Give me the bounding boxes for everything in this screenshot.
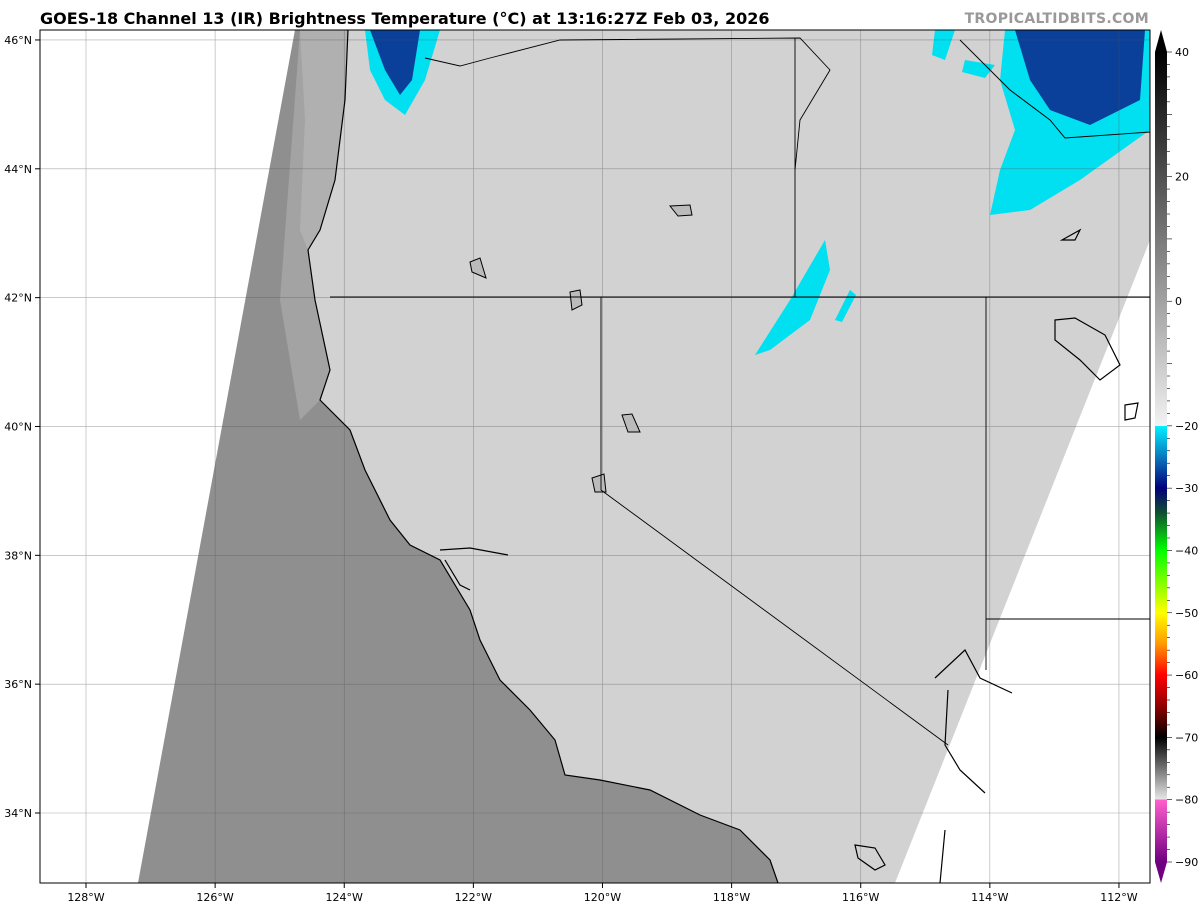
colorbar-tick-label: −60 xyxy=(1175,669,1198,682)
y-tick-label: 38°N xyxy=(4,549,32,562)
x-tick-label: 124°W xyxy=(326,891,363,904)
colorbar-tick-label: 20 xyxy=(1175,171,1189,184)
y-tick-label: 42°N xyxy=(4,292,32,305)
x-tick-label: 120°W xyxy=(584,891,621,904)
y-tick-label: 34°N xyxy=(4,807,32,820)
colorbar-tick-label: −50 xyxy=(1175,607,1198,620)
colorbar-min-arrow xyxy=(1155,862,1167,883)
colorbar-tick-label: −30 xyxy=(1175,482,1198,495)
y-tick-label: 36°N xyxy=(4,678,32,691)
x-tick-label: 118°W xyxy=(713,891,750,904)
colorbar: 40 20 0 −20 −30 −40 −50 −60 −70 −80 −90 xyxy=(1155,30,1198,883)
x-tick-label: 112°W xyxy=(1100,891,1137,904)
map-title: GOES-18 Channel 13 (IR) Brightness Tempe… xyxy=(40,9,770,28)
y-tick-label: 44°N xyxy=(4,163,32,176)
colorbar-tick-label: −80 xyxy=(1175,794,1198,807)
latitude-axis: 34°N 36°N 38°N 40°N 42°N 44°N 46°N xyxy=(4,34,40,820)
y-tick-label: 40°N xyxy=(4,420,32,433)
coastline xyxy=(307,30,1139,883)
x-tick-label: 126°W xyxy=(196,891,233,904)
colorbar-tick-label: −90 xyxy=(1175,856,1198,869)
colorbar-scale xyxy=(1155,52,1167,862)
colorbar-tick-label: 40 xyxy=(1175,46,1189,59)
x-tick-label: 128°W xyxy=(67,891,104,904)
x-tick-label: 122°W xyxy=(455,891,492,904)
colorbar-tick-label: −20 xyxy=(1175,420,1198,433)
state-borders xyxy=(330,37,1150,746)
colorbar-tick-label: −70 xyxy=(1175,731,1198,744)
watermark: TROPICALTIDBITS.COM xyxy=(964,11,1149,27)
colorbar-max-arrow xyxy=(1155,30,1167,52)
plot-frame xyxy=(39,29,1151,884)
longitude-axis: 128°W 126°W 124°W 122°W 120°W 118°W 116°W 114°W… xyxy=(67,883,1138,904)
y-tick-label: 46°N xyxy=(4,34,32,47)
colorbar-tick-label: 0 xyxy=(1175,295,1182,308)
colorbar-tick-label: −40 xyxy=(1175,544,1198,557)
lakes xyxy=(469,204,693,493)
x-tick-label: 116°W xyxy=(842,891,879,904)
gridlines xyxy=(40,30,1150,883)
x-tick-label: 114°W xyxy=(971,891,1008,904)
